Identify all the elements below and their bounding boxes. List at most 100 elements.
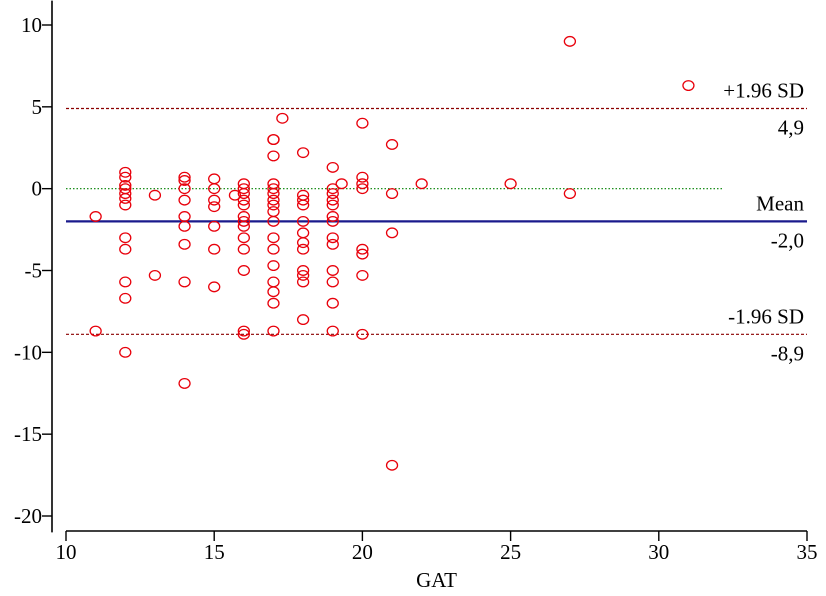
data-point	[208, 243, 221, 255]
data-point	[208, 183, 221, 195]
data-point	[119, 199, 132, 211]
data-point	[267, 325, 280, 337]
data-point	[208, 173, 221, 185]
reference-lines	[66, 107, 807, 335]
y-tick-label: -15	[14, 422, 42, 446]
data-point	[385, 188, 399, 200]
y-axis-ticks: 10 5 0 -5 -10 -15 -20	[14, 13, 52, 528]
data-point	[385, 459, 399, 471]
reference-labels: +1.96 SD 4,9 Mean -2,0 -1.96 SD -8,9	[723, 78, 804, 365]
mean-value-label: -2,0	[771, 228, 804, 252]
data-point	[356, 269, 369, 281]
data-point	[326, 211, 339, 222]
x-tick-label: 20	[352, 540, 373, 564]
y-tick-label: -5	[25, 259, 43, 283]
data-point	[267, 206, 280, 218]
x-tick-label: 10	[56, 540, 77, 564]
data-point	[296, 215, 310, 227]
y-tick-label: -10	[14, 340, 42, 364]
data-point	[326, 215, 339, 227]
data-point	[178, 238, 191, 250]
y-tick-label: 10	[21, 13, 42, 37]
upper-value-label: 4,9	[778, 115, 804, 139]
data-point	[267, 199, 280, 211]
data-point	[119, 292, 132, 304]
data-point	[178, 171, 191, 183]
data-point	[356, 248, 369, 260]
data-point	[296, 199, 310, 211]
data-point	[237, 232, 250, 244]
data-point	[89, 211, 102, 222]
data-point	[119, 232, 132, 244]
data-point	[326, 325, 339, 337]
data-point	[228, 189, 242, 201]
data-point	[415, 178, 428, 190]
data-point	[267, 134, 280, 146]
data-point	[178, 183, 191, 195]
x-tick-label: 25	[500, 540, 521, 564]
data-point	[385, 227, 399, 239]
data-point	[178, 276, 191, 288]
data-point	[119, 193, 132, 204]
x-axis-ticks: 10 15 20 25 30 35	[56, 531, 818, 564]
data-point	[237, 183, 250, 195]
data-point	[356, 171, 369, 183]
data-point	[326, 188, 339, 200]
data-point	[237, 188, 250, 200]
data-point	[237, 199, 250, 211]
data-point	[178, 377, 191, 389]
data-point	[178, 194, 191, 206]
y-tick-label: 0	[32, 177, 43, 201]
data-point	[237, 328, 250, 340]
data-point	[563, 188, 577, 200]
data-point	[178, 220, 191, 232]
data-point	[237, 194, 250, 206]
data-point	[326, 276, 339, 288]
data-point	[356, 178, 369, 190]
data-point	[267, 150, 280, 162]
data-point	[296, 194, 310, 206]
data-point	[356, 243, 369, 255]
data-point	[385, 139, 399, 150]
data-point	[237, 265, 250, 276]
data-point	[296, 314, 310, 326]
x-tick-label: 35	[797, 540, 818, 564]
x-axis-title: GAT	[416, 568, 457, 592]
data-point	[208, 194, 221, 206]
data-point	[208, 201, 221, 213]
data-point	[119, 166, 132, 178]
lower-label: -1.96 SD	[728, 304, 804, 328]
data-point	[267, 297, 280, 309]
data-point	[563, 35, 577, 47]
data-point	[267, 215, 280, 227]
data-point	[296, 237, 310, 249]
data-point	[119, 276, 132, 288]
x-tick-label: 15	[204, 540, 225, 564]
data-point	[326, 232, 339, 244]
axes: 10 5 0 -5 -10 -15 -20 10 15 20 25 30 35	[14, 0, 818, 564]
data-point	[326, 199, 339, 211]
data-point	[148, 189, 162, 201]
data-point	[326, 297, 339, 309]
data-point	[237, 243, 250, 255]
data-point	[178, 211, 191, 222]
data-point	[326, 238, 339, 250]
data-point	[335, 178, 348, 190]
data-point	[208, 220, 221, 232]
data-point	[267, 243, 280, 255]
y-tick-label: -20	[14, 504, 42, 528]
data-point	[148, 269, 162, 281]
data-point	[267, 188, 280, 200]
data-point	[296, 243, 310, 255]
lower-value-label: -8,9	[771, 341, 804, 365]
data-point	[296, 227, 310, 239]
data-point	[296, 269, 310, 281]
data-point	[237, 220, 250, 232]
data-point	[267, 183, 280, 195]
x-tick-label: 30	[648, 540, 669, 564]
data-point	[356, 183, 369, 195]
data-point	[504, 178, 517, 190]
data-point	[296, 265, 310, 276]
data-point	[276, 112, 289, 124]
